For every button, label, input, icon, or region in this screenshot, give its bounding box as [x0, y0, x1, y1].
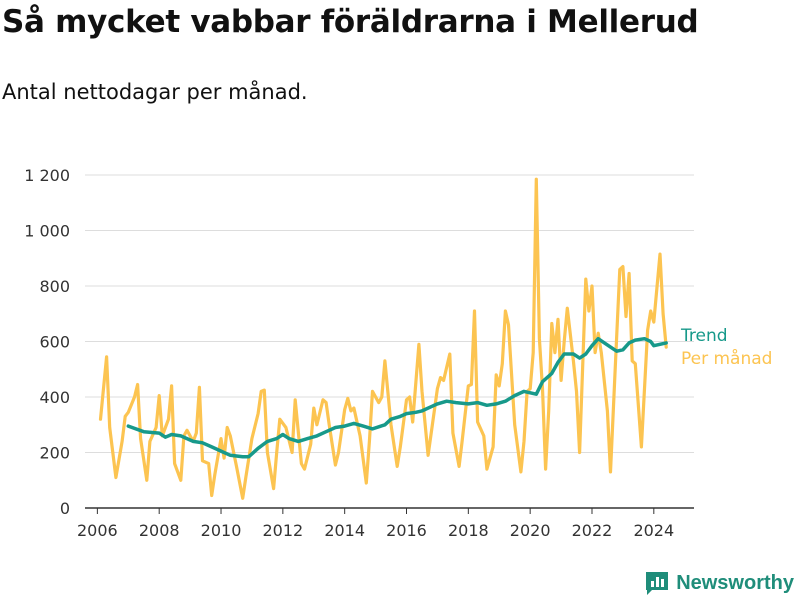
x-tick-label: 2010	[201, 521, 242, 540]
x-tick-label: 2006	[77, 521, 118, 540]
y-tick-label: 200	[39, 444, 70, 463]
legend-label-trend: Trend	[680, 326, 728, 346]
x-tick-label: 2020	[510, 521, 551, 540]
y-tick-label: 400	[39, 388, 70, 407]
y-tick-label: 1 000	[24, 222, 70, 241]
y-tick-label: 1 200	[24, 166, 70, 185]
x-tick-label: 2012	[262, 521, 303, 540]
x-tick-label: 2022	[572, 521, 613, 540]
legend-label-monthly: Per månad	[681, 348, 772, 369]
series-line-trend	[126, 336, 668, 459]
chart-subtitle: Antal nettodagar per månad.	[2, 80, 308, 104]
newsworthy-logo[interactable]: Newsworthy	[644, 570, 794, 596]
y-tick-label: 600	[39, 333, 70, 352]
bar-chart-icon	[646, 572, 669, 595]
series-line-monthly	[98, 177, 668, 500]
chart-title: Så mycket vabbar föräldrarna i Mellerud	[2, 4, 699, 40]
series-monthly	[98, 177, 668, 500]
x-tick-label: 2016	[386, 521, 427, 540]
series-trend	[126, 336, 668, 459]
x-tick-label: 2024	[633, 521, 674, 540]
y-tick-label: 800	[39, 277, 70, 296]
x-axis: 2006 2008 2010 2012 2014 2016 2018 2020 2022 2024	[77, 507, 694, 540]
x-tick-label: 2018	[448, 521, 489, 540]
brand-name: Newsworthy	[676, 571, 794, 594]
y-tick-label: 0	[60, 499, 70, 518]
y-axis-ticks: 0 200 400 600 800 1 000 1 200	[24, 166, 70, 518]
x-tick-label: 2008	[139, 521, 180, 540]
x-tick-label: 2014	[324, 521, 365, 540]
